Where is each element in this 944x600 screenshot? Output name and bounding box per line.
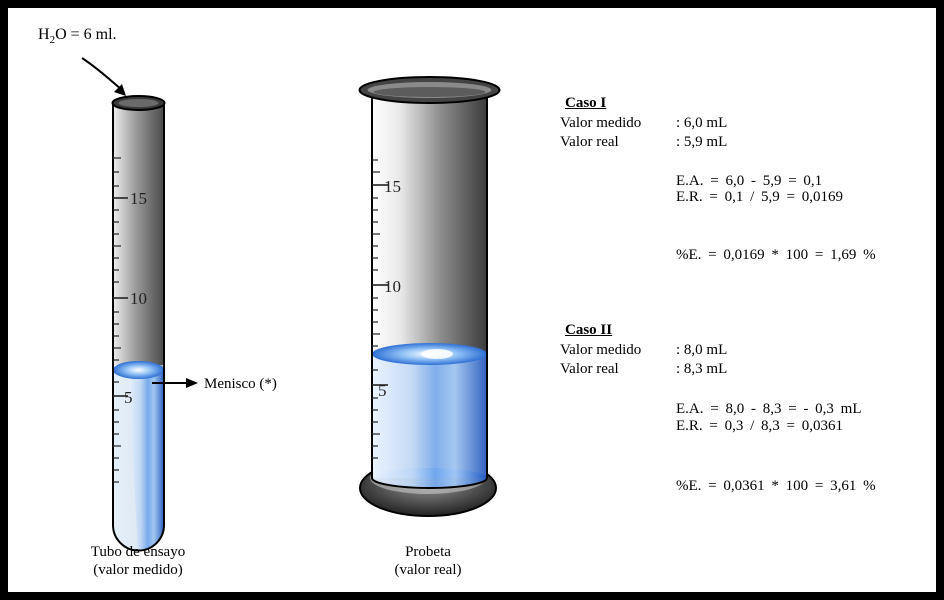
caso-1-medido-label: Valor medido xyxy=(560,115,642,131)
tube-water xyxy=(128,372,165,552)
pointer-arrow xyxy=(81,57,123,91)
tube-tick-label-5: 5 xyxy=(124,388,133,407)
tube-caption: Tubo de ensayo (valor medido) xyxy=(90,544,186,578)
tube-scale xyxy=(113,157,128,483)
caso-1-title: Caso I xyxy=(565,95,607,111)
caso-2-ea: E.A. = 8,0 - 8,3 = - 0,3 mL xyxy=(676,401,862,417)
caso-2-percent-error: %E. = 0,0361 * 100 = 3,61 % xyxy=(676,478,876,494)
caso-1-ea: E.A. = 6,0 - 5,9 = 0,1 xyxy=(676,173,823,189)
caso-2-medido-value: : 8,0 mL xyxy=(676,342,728,358)
caso-1-real-value: : 5,9 mL xyxy=(676,134,728,150)
tube-tick-label-15: 15 xyxy=(130,189,147,208)
caso-1-er: E.R. = 0,1 / 5,9 = 0,0169 xyxy=(676,189,844,205)
meniscus-label: Menisco (*) xyxy=(204,376,277,392)
caso-2-real-value: : 8,3 mL xyxy=(676,361,728,377)
caso-1-real-label: Valor real xyxy=(560,134,619,150)
caso-2-er: E.R. = 0,3 / 8,3 = 0,0361 xyxy=(676,418,844,434)
cylinder-water xyxy=(372,352,487,478)
caso-2-title: Caso II xyxy=(565,322,613,338)
graduated-cylinder: 15 10 5 xyxy=(358,76,501,517)
cylinder-tick-label-10: 10 xyxy=(384,277,401,296)
tube-meniscus xyxy=(113,361,164,379)
tube-tick-label-10: 10 xyxy=(130,289,147,308)
pointer-arrowhead xyxy=(114,84,126,96)
caso-2-medido-label: Valor medido xyxy=(560,342,642,358)
cylinder-tick-label-5: 5 xyxy=(378,381,387,400)
test-tube: 15 10 5 xyxy=(111,95,166,552)
water-volume-label: H2O = 6 ml. xyxy=(38,26,117,47)
cylinder-scale xyxy=(372,159,388,459)
caso-1-percent-error: %E. = 0,0169 * 100 = 1,69 % xyxy=(676,247,876,263)
caso-1-medido-value: : 6,0 mL xyxy=(676,115,728,131)
cylinder-caption: Probeta (valor real) xyxy=(394,544,462,578)
caso-2-real-label: Valor real xyxy=(560,361,619,377)
meniscus-arrowhead xyxy=(186,378,198,388)
cylinder-tick-label-15: 15 xyxy=(384,177,401,196)
